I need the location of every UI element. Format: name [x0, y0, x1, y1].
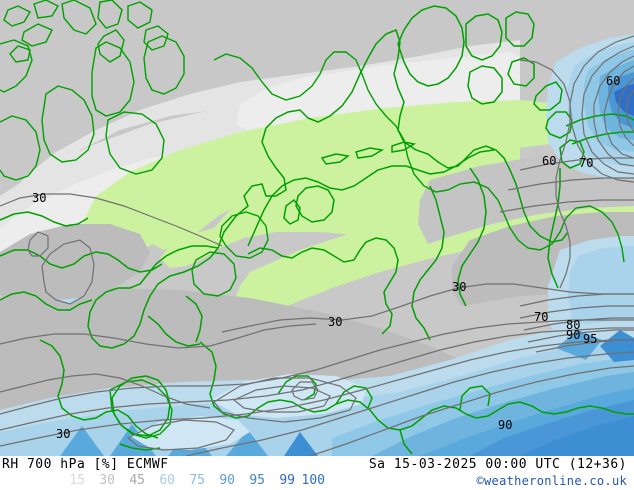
map-footer: RH 700 hPa [%] ECMWF 15 30 45 60 75 90 95 99 100… [0, 456, 634, 490]
scale-value-15: 15 [69, 473, 85, 488]
contour-label: 60 [542, 154, 557, 168]
fill-moist-lens-a [210, 374, 366, 418]
contour-label: 90 [566, 328, 581, 342]
fill-band-lt15-england [76, 100, 600, 272]
contour-label: 80 [566, 318, 581, 332]
fill-moist-ne-6 [614, 84, 634, 116]
fill-moist-patch-1 [60, 426, 104, 456]
map-raster [0, 0, 634, 456]
fill-moist-e2 [568, 246, 634, 324]
valid-time-label: Sa 15-03-2025 00:00 UTC (12+36) [368, 457, 627, 472]
copyright-credit[interactable]: ©weatheronline.co.uk [476, 474, 627, 488]
coastlines [0, 0, 625, 439]
contour-label: 30 [328, 315, 343, 329]
contour-label: 60 [606, 74, 621, 88]
scale-value-99: 99 [279, 473, 295, 488]
fill-moist-patch-2 [110, 424, 156, 456]
fill-moist-core-b [520, 416, 634, 456]
contour-label: 30 [56, 427, 71, 441]
coastline-ireland [111, 375, 171, 437]
coastline-great-britain [87, 29, 569, 349]
scale-value-90: 90 [219, 473, 235, 488]
weather-map-canvas[interactable]: 30 30 30 30 60 60 70 70 80 90 95 90 [0, 0, 634, 456]
scale-value-75: 75 [189, 473, 205, 488]
contour-label: 30 [32, 191, 47, 205]
legend-title: RH 700 hPa [%] ECMWF [2, 457, 169, 472]
color-scale-labels: 15 30 45 60 75 90 95 99 100 [55, 473, 325, 488]
contour-label: 90 [498, 418, 513, 432]
contour-label: 95 [583, 332, 598, 346]
fill-moist-patch-6 [556, 330, 602, 360]
scale-value-95: 95 [249, 473, 265, 488]
contour-label: 30 [452, 280, 467, 294]
scale-value-30: 30 [99, 473, 115, 488]
contour-label: 70 [579, 156, 594, 170]
scale-value-60: 60 [159, 473, 175, 488]
scale-value-45: 45 [129, 473, 145, 488]
contour-label: 70 [534, 310, 549, 324]
contour-lines [0, 35, 634, 456]
scale-value-100: 100 [301, 473, 325, 488]
fill-moist-patch-5 [284, 432, 318, 456]
borders-southern [0, 211, 634, 455]
